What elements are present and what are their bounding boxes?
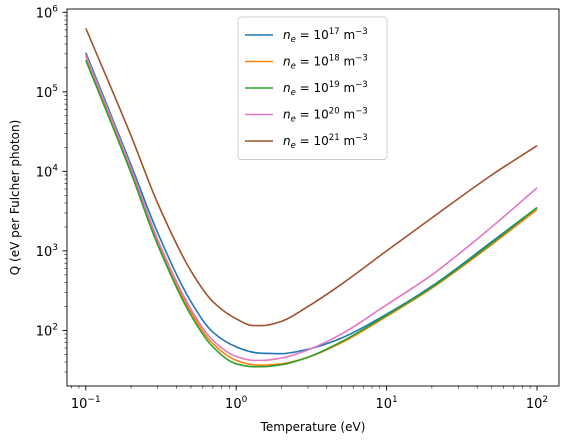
legend-entry: ne = 1021 m−3 [245,133,368,151]
legend-label: ne = 1021 m−3 [283,133,368,151]
series-line-19 [85,59,538,368]
x-tick-label: 101 [375,395,397,412]
series-layer [85,27,538,368]
y-tick-label: 106 [36,4,59,21]
legend: ne = 1017 m−3 ne = 1018 m−3 ne = 1019 m−3 n… [237,16,388,160]
legend-label: ne = 1018 m−3 [283,54,368,72]
axes-layer: 10−1 100 101 102 102 103 104 105 106 [36,4,560,412]
y-tick-label: 104 [36,163,59,180]
legend-label: ne = 1019 m−3 [283,80,368,98]
y-tick-label: 103 [36,243,58,260]
series-line-18 [85,55,538,367]
legend-entry: ne = 1018 m−3 [245,54,368,72]
x-tick-label: 102 [526,395,548,412]
y-axis-label: Q (eV per Fulcher photon) [8,120,22,276]
x-tick-label: 100 [225,395,248,412]
legend-entry: ne = 1017 m−3 [245,27,368,45]
plot-frame [66,8,560,387]
legend-label: ne = 1017 m−3 [283,27,368,45]
x-tick-label: 10−1 [71,395,101,412]
legend-entry: ne = 1020 m−3 [245,107,368,125]
y-tick-label: 102 [36,322,58,339]
series-line-21 [85,27,538,327]
legend-box [237,16,388,160]
y-tick-label: 105 [36,84,58,101]
x-axis-label: Temperature (eV) [260,420,366,434]
legend-label: ne = 1020 m−3 [283,107,368,125]
legend-entry: ne = 1019 m−3 [245,80,368,98]
series-line-20 [85,54,538,362]
